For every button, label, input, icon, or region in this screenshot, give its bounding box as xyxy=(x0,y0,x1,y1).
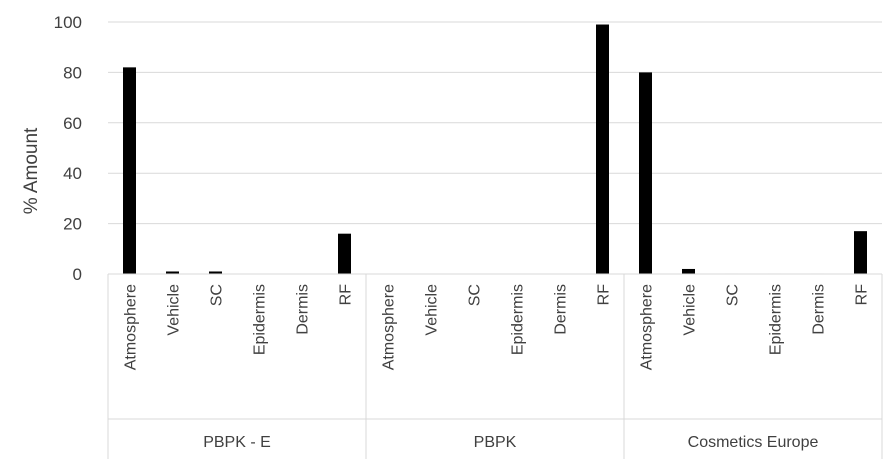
labels: 0 20 40 60 80 100 Atmosphere Vehicle SC Epidermis… xyxy=(54,13,871,451)
group-label: Cosmetics Europe xyxy=(688,434,819,451)
bar xyxy=(854,231,867,274)
category-label: Dermis xyxy=(295,284,312,335)
category-label: SC xyxy=(209,284,226,306)
bar xyxy=(123,67,136,274)
group-label: PBPK xyxy=(474,434,517,451)
axes xyxy=(107,273,883,459)
category-label: RF xyxy=(854,284,871,306)
category-label: Dermis xyxy=(811,284,828,335)
category-label: Epidermis xyxy=(768,284,785,355)
group-label: PBPK - E xyxy=(203,434,271,451)
bar xyxy=(166,271,179,274)
category-label: Atmosphere xyxy=(381,284,398,370)
category-label: Vehicle xyxy=(166,284,183,336)
gridlines xyxy=(108,21,882,275)
category-label: RF xyxy=(596,284,613,306)
bar xyxy=(209,271,222,274)
bar xyxy=(639,72,652,275)
category-label: Vehicle xyxy=(682,284,699,336)
category-label: Atmosphere xyxy=(639,284,656,370)
category-label: RF xyxy=(338,284,355,306)
category-label: Vehicle xyxy=(424,284,441,336)
y-tick-label: 100 xyxy=(54,13,82,32)
bar xyxy=(682,268,695,274)
category-label: SC xyxy=(725,284,742,306)
category-label: Atmosphere xyxy=(123,284,140,370)
y-tick-label: 40 xyxy=(63,164,82,183)
category-label: SC xyxy=(467,284,484,306)
y-axis-label: % Amount xyxy=(21,127,42,214)
category-label: Epidermis xyxy=(510,284,527,355)
y-tick-label: 0 xyxy=(73,265,82,284)
bars xyxy=(123,24,867,275)
category-label: Dermis xyxy=(553,284,570,335)
y-tick-label: 60 xyxy=(63,114,82,133)
bar xyxy=(338,233,351,274)
bar xyxy=(596,24,609,274)
category-label: Epidermis xyxy=(252,284,269,355)
y-tick-label: 80 xyxy=(63,63,82,82)
y-tick-label: 20 xyxy=(63,215,82,234)
